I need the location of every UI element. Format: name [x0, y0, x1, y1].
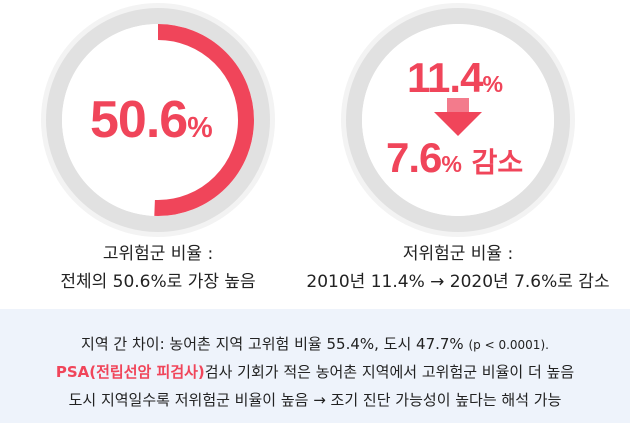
gauge-right-from-value: 11.4%: [407, 54, 503, 108]
note-line-1-pvalue: (p < 0.0001).: [468, 338, 549, 352]
gauge-left-value-arc: [62, 24, 254, 216]
gauge-left-inner-fill: [62, 24, 254, 216]
gauge-right-to-value: 7.6% 감소: [386, 134, 523, 188]
decrease-arrow-icon: [434, 98, 482, 136]
gauge-left-value-unit: %: [187, 112, 212, 144]
note-line-1: 지역 간 차이: 농어촌 지역 고위험 비율 55.4%, 도시 47.7% (…: [0, 333, 630, 354]
gauge-left-caption: 고위험군 비율 : 전체의 50.6%로 가장 높음: [28, 240, 288, 296]
chart-graphics: [41, 3, 575, 237]
gauge-right-track: [346, 8, 570, 232]
gauge-left-caption-line2: 전체의 50.6%로 가장 높음: [60, 272, 256, 292]
gauge-right-to-unit: %: [441, 151, 462, 177]
gauge-right-from-number: 11.4: [407, 54, 483, 101]
note-line-3: 도시 지역일수록 저위험군 비율이 높음 → 조기 진단 가능성이 높다는 해석…: [68, 391, 562, 409]
note-line-2: PSA(전립선암 피검사)검사 기회가 적은 농어촌 지역에서 고위험군 비율이…: [0, 361, 630, 382]
gauge-left-track: [46, 8, 270, 232]
gauge-left-value: 50.6%: [90, 90, 213, 158]
gauge-left-caption-line1: 고위험군 비율 :: [102, 244, 214, 264]
notes-panel: 지역 간 차이: 농어촌 지역 고위험 비율 55.4%, 도시 47.7% (…: [0, 309, 630, 423]
gauge-right-caption: 저위험군 비율 : 2010년 11.4% → 2020년 7.6%로 감소: [300, 240, 616, 296]
gauge-left-shadow: [41, 3, 275, 237]
gauge-right-shadow: [341, 3, 575, 237]
gauge-right-caption-line1: 저위험군 비율 :: [402, 244, 514, 264]
note-line-1-main: 지역 간 차이: 농어촌 지역 고위험 비율 55.4%, 도시 47.7%: [81, 335, 469, 353]
note-line-2-highlight: PSA(전립선암 피검사): [55, 363, 205, 381]
gauge-right-caption-line2: 2010년 11.4% → 2020년 7.6%로 감소: [306, 272, 610, 292]
gauge-right-to-number: 7.6: [386, 134, 442, 181]
gauge-left-value-number: 50.6: [90, 91, 188, 149]
note-line-2-rest: 검사 기회가 적은 농어촌 지역에서 고위험군 비율이 더 높음: [204, 363, 575, 381]
gauge-right-from-unit: %: [482, 71, 503, 97]
gauge-right-change-label: 감소: [471, 146, 524, 179]
